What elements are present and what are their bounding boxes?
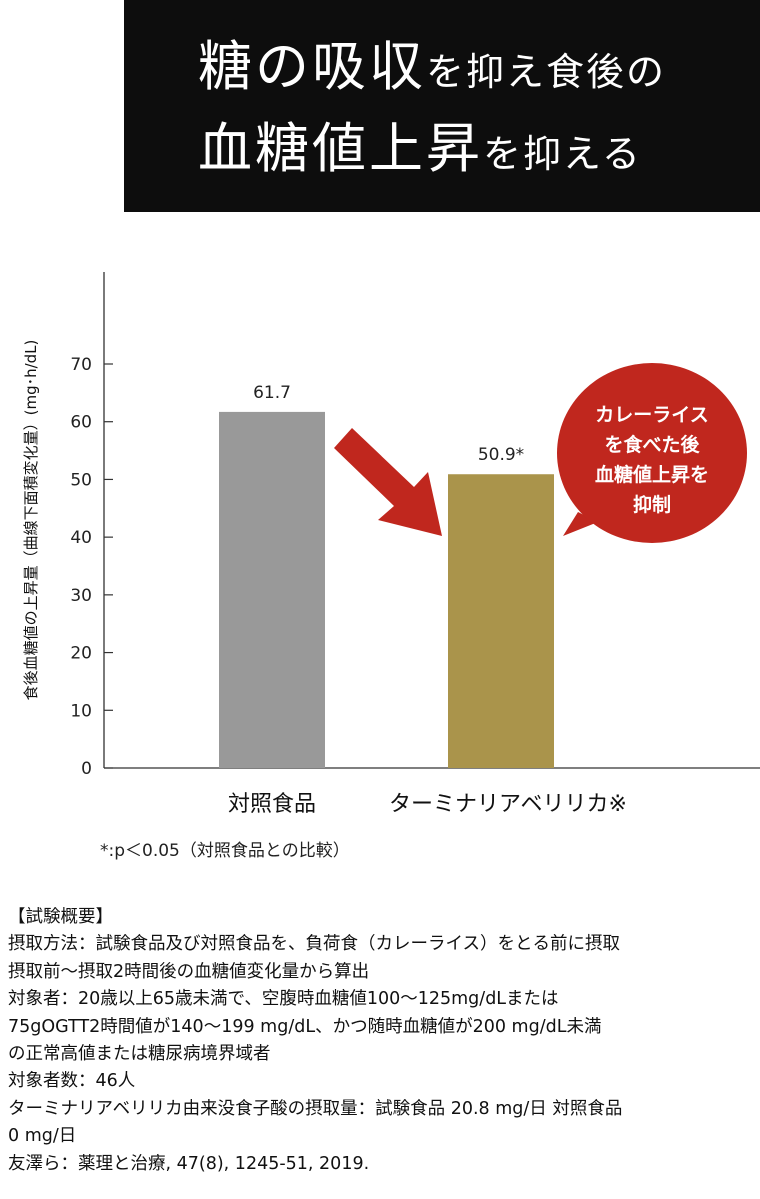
callout-text: カレーライス を食べた後血糖値上昇を 抑制: [574, 400, 730, 520]
y-tick-label: 70: [70, 355, 92, 375]
summary-line: ターミナリアベリリカ由来没食子酸の摂取量：試験食品 20.8 mg/日 対照食品: [8, 1098, 623, 1119]
y-axis: 0 10 20 30 40 50 60 70: [70, 272, 760, 779]
y-tick-label: 30: [70, 586, 92, 606]
annotations: [334, 363, 747, 543]
bar-2: [448, 474, 554, 768]
data-label-1: 61.7: [253, 383, 291, 403]
summary-line: 0 mg/日: [8, 1126, 77, 1147]
headline-line-2: 血糖値上昇を抑える: [198, 104, 642, 183]
category-labels: 対照食品 ターミナリアベリリカ※: [228, 792, 627, 817]
summary-line: 対象者：20歳以上65歳未満で、空腹時血糖値100〜125mg/dLまたは: [8, 989, 559, 1010]
header-banner: 糖の吸収を抑え食後の 血糖値上昇を抑える: [124, 0, 760, 212]
summary-heading: 【試験概要】: [8, 907, 113, 927]
summary-line: 摂取前〜摂取2時間後の血糖値変化量から算出: [8, 961, 370, 982]
data-labels: 61.7 50.9*: [253, 383, 524, 465]
summary-line: の正常高値または糖尿病境界域者: [8, 1044, 271, 1065]
callout-line: 抑制: [632, 494, 671, 516]
y-tick-label: 10: [70, 701, 92, 721]
bar-1: [219, 411, 325, 768]
summary-line: 友澤ら：薬理と治療, 47(8), 1245-51, 2019.: [8, 1153, 370, 1174]
headline-segment: を抑え食後の: [426, 50, 667, 94]
headline-segment: 血糖値上昇: [198, 117, 483, 180]
callout-bubble: [557, 363, 747, 543]
summary-line: 摂取方法：試験食品及び対照食品を、負荷食（カレーライス）をとる前に摂取: [8, 934, 620, 955]
callout-line: カレーライス: [595, 404, 709, 426]
y-tick-label: 50: [70, 470, 92, 490]
summary-line: 75gOGTT2時間値が140〜199 mg/dL、かつ随時血糖値が200 mg…: [8, 1016, 602, 1037]
headline-segment: 糖の吸収: [198, 35, 426, 98]
summary-line: 対象者数：46人: [8, 1071, 136, 1092]
y-tick-label: 0: [81, 759, 92, 779]
data-label-2: 50.9*: [478, 445, 524, 465]
study-summary: 【試験概要】摂取方法：試験食品及び対照食品を、負荷食（カレーライス）をとる前に摂…: [8, 904, 756, 1178]
y-axis-label: 食後血糖値の上昇量（曲線下面積変化量）(mg･h/dL): [22, 340, 40, 701]
headline-segment: を抑える: [483, 132, 642, 176]
callout-line: 血糖値上昇を: [594, 464, 709, 486]
bars: [219, 411, 554, 768]
down-right-arrow-icon: [334, 428, 442, 536]
category-label-1: 対照食品: [228, 792, 316, 817]
y-tick-label: 60: [70, 413, 92, 433]
bar-chart: 0 10 20 30 40 50 60 70 61.7 50.9* 対照食品 ターミナリアベリリカ…: [22, 272, 760, 817]
y-tick-label: 20: [70, 644, 92, 664]
callout-line: を食べた後: [604, 434, 700, 456]
y-tick-label: 40: [70, 528, 92, 548]
significance-note: *:p＜0.05（対照食品との比較）: [100, 841, 350, 861]
category-label-2: ターミナリアベリリカ※: [389, 792, 627, 817]
headline-line-1: 糖の吸収を抑え食後の: [198, 22, 666, 101]
